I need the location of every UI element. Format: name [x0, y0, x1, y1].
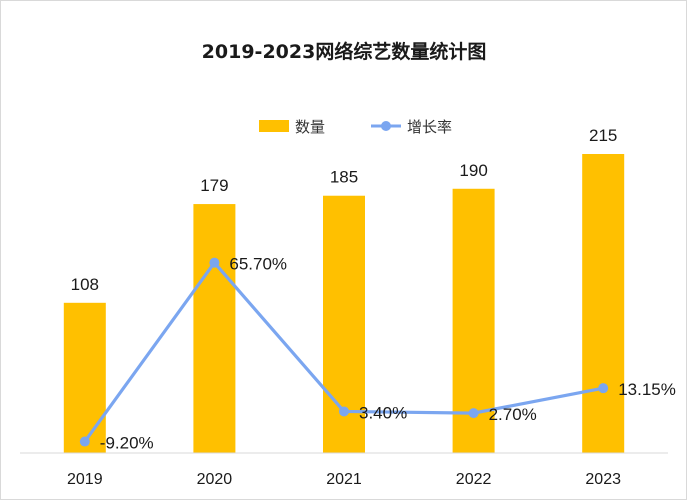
legend-label-line: 增长率 — [407, 118, 452, 136]
growth-point-2021 — [339, 406, 349, 417]
bar-label-2019: 108 — [71, 275, 99, 294]
growth-point-2023 — [598, 383, 609, 394]
x-tick-2020: 2020 — [197, 471, 233, 488]
growth-label-2022: 2.70% — [489, 405, 537, 424]
x-tick-2019: 2019 — [67, 471, 103, 488]
bar-2019 — [63, 302, 106, 453]
bar-label-2022: 190 — [459, 161, 487, 180]
growth-label-2020: 65.70% — [229, 255, 287, 274]
legend-marker — [381, 121, 391, 131]
bar-label-2020: 179 — [200, 176, 228, 195]
bar-2023 — [582, 154, 625, 453]
data-labels: 108 179 185 190 215 -9.20% 65.70% 3.40% 2.70% 13.… — [71, 126, 676, 453]
bar-label-2023: 215 — [589, 126, 617, 145]
bar-2020 — [193, 204, 236, 453]
x-tick-2021: 2021 — [326, 471, 362, 488]
growth-label-2023: 13.15% — [618, 380, 676, 399]
growth-label-2019: -9.20% — [100, 434, 154, 453]
x-axis-ticks: 2019 2020 2021 2022 2023 — [67, 471, 621, 488]
bar-label-2021: 185 — [330, 168, 358, 187]
growth-label-2021: 3.40% — [359, 403, 407, 422]
legend: 数量 增长率 — [259, 118, 452, 136]
legend-label-bar: 数量 — [295, 118, 325, 136]
growth-point-2022 — [468, 408, 479, 419]
x-tick-2023: 2023 — [585, 471, 621, 488]
chart-title: 2019-2023网络综艺数量统计图 — [202, 40, 487, 63]
growth-point-2020 — [209, 257, 220, 268]
legend-swatch-bar — [259, 120, 289, 132]
growth-point-2019 — [79, 436, 90, 447]
x-tick-2022: 2022 — [456, 471, 492, 488]
growth-line-series — [79, 257, 609, 447]
